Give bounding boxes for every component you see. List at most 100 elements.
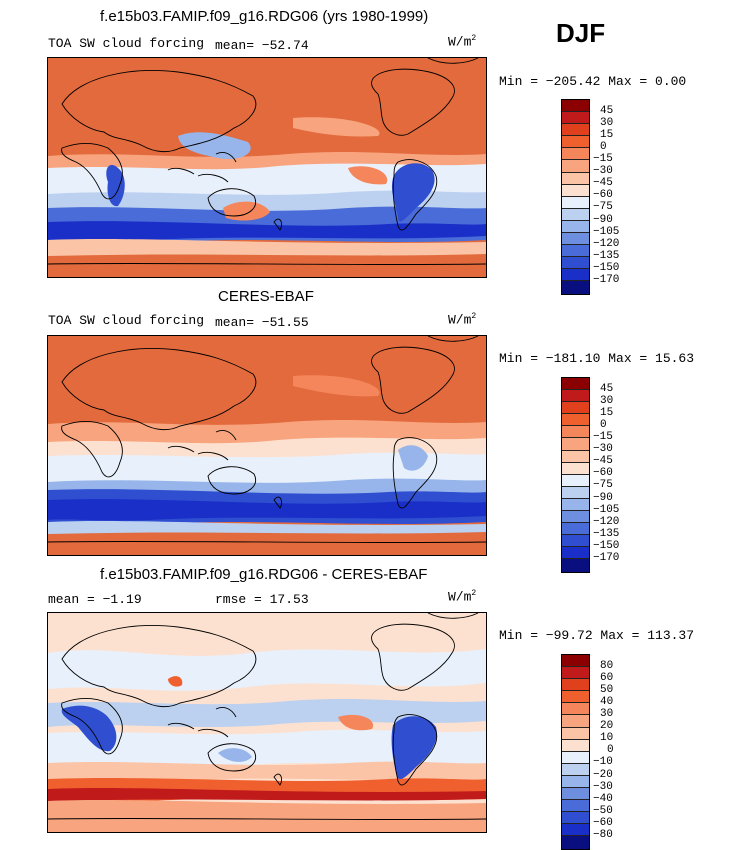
panel2-colorbar-swatch: [562, 511, 589, 524]
panel2-variable-label: TOA SW cloud forcing: [48, 313, 205, 328]
tick-label: −120: [593, 515, 620, 528]
tick-label: −90: [593, 213, 613, 226]
tick-label: −50: [593, 804, 613, 817]
panel1-colorbar-swatch: [562, 220, 589, 234]
tick-label: 45: [600, 382, 614, 395]
panel3-rmse: rmse = 17.53: [215, 592, 309, 607]
panel3-map: [47, 612, 487, 833]
panel3-title: f.e15b03.FAMIP.f09_g16.RDG06 - CERES-EBA…: [100, 566, 428, 583]
panel1-colorbar: [561, 99, 590, 295]
tick-label: −20: [593, 768, 613, 781]
panel3-colorbar-swatch: [562, 655, 589, 668]
panel3-colorbar-swatch: [562, 788, 589, 801]
panel1-variable-label: TOA SW cloud forcing: [48, 36, 205, 51]
tick-label: 45: [600, 104, 614, 117]
tick-label: −150: [593, 539, 620, 552]
tick-label: 80: [600, 659, 614, 672]
panel3-minmax: Min = −99.72 Max = 113.37: [499, 628, 695, 643]
panel1-minmax: Min = −205.42 Max = 0.00: [499, 74, 687, 89]
panel1-colorbar-swatch: [562, 148, 589, 161]
panel2-colorbar-swatch: [562, 402, 589, 415]
panel2-units: W/m2: [448, 312, 477, 328]
tick-label: −40: [593, 792, 613, 805]
panel2-colorbar-swatch: [562, 498, 589, 512]
tick-label: −60: [593, 467, 613, 480]
tick-label: −30: [593, 780, 613, 793]
tick-label: −45: [593, 455, 613, 468]
panel1-colorbar-swatch: [562, 196, 589, 209]
panel1-colorbar-swatch: [562, 269, 589, 282]
panel1-field: [48, 58, 486, 277]
panel2-colorbar-swatch: [562, 390, 589, 403]
panel1-units: W/m2: [448, 34, 477, 50]
tick-label: −150: [593, 261, 620, 274]
tick-label: −120: [593, 237, 620, 250]
panel1-colorbar-swatch: [562, 184, 589, 197]
panel3-colorbar-ticks: 80 60 50 40 30 20 10 0 −10 −20 −30 −40 −…: [590, 654, 630, 850]
panel2-colorbar-swatch: [562, 426, 589, 439]
tick-label: −45: [593, 177, 613, 190]
panel2-map: [47, 335, 487, 556]
tick-label: −75: [593, 479, 613, 492]
tick-label: 0: [600, 140, 607, 153]
panel2-colorbar-swatch: [562, 450, 589, 463]
panel3-colorbar-swatch: [562, 836, 589, 849]
tick-label: 50: [600, 683, 614, 696]
panel1-colorbar-ticks: 45 30 15 0 −15 −30 −45 −60 −75 −90 −105 …: [590, 99, 630, 295]
tick-label: −135: [593, 527, 620, 540]
panel3-units: W/m2: [448, 589, 477, 605]
panel1-mean: mean= −52.74: [215, 38, 309, 53]
tick-label: −60: [593, 816, 613, 829]
tick-label: 30: [600, 708, 614, 720]
panel1-colorbar-swatch: [562, 112, 589, 125]
tick-label: 60: [600, 671, 614, 684]
panel1-colorbar-swatch: [562, 124, 589, 137]
tick-label: −15: [593, 431, 613, 443]
tick-label: −170: [593, 274, 620, 286]
tick-label: −75: [593, 201, 613, 214]
tick-label: −15: [593, 153, 613, 165]
panel3-colorbar-swatch: [562, 739, 589, 752]
panel2-colorbar-swatch: [562, 486, 589, 499]
tick-label: −60: [593, 189, 613, 202]
panel1-map: [47, 57, 487, 278]
tick-label: 15: [600, 128, 614, 141]
tick-label: −30: [593, 443, 613, 456]
panel2-colorbar-swatch: [562, 438, 589, 451]
panel1-colorbar-swatch: [562, 172, 589, 185]
tick-label: 30: [600, 394, 614, 407]
tick-label: 30: [600, 116, 614, 129]
panel3-colorbar-swatch: [562, 667, 589, 680]
panel2-colorbar-swatch: [562, 559, 589, 572]
panel1-colorbar-swatch: [562, 281, 589, 294]
tick-label: −90: [593, 491, 613, 504]
tick-label: 15: [600, 406, 614, 419]
panel2-colorbar-swatch: [562, 414, 589, 427]
panel3-colorbar-swatch: [562, 763, 589, 776]
panel2-title: CERES-EBAF: [218, 288, 314, 305]
panel3-colorbar-swatch: [562, 691, 589, 704]
tick-label: −80: [593, 829, 613, 841]
panel3-colorbar-swatch: [562, 800, 589, 813]
panel2-minmax: Min = −181.10 Max = 15.63: [499, 351, 695, 366]
tick-label: 40: [600, 695, 614, 708]
panel2-colorbar-swatch: [562, 378, 589, 391]
panel2-colorbar-swatch: [562, 547, 589, 560]
tick-label: 0: [600, 418, 607, 431]
panel3-mean: mean = −1.19: [48, 592, 142, 607]
panel3-colorbar-swatch: [562, 775, 589, 789]
panel3-colorbar-swatch: [562, 703, 589, 716]
panel2-colorbar-ticks: 45 30 15 0 −15 −30 −45 −60 −75 −90 −105 …: [590, 377, 630, 573]
panel2-colorbar-swatch: [562, 462, 589, 475]
panel3-colorbar: [561, 654, 590, 850]
panel3-colorbar-swatch: [562, 715, 589, 728]
tick-label: −105: [593, 225, 620, 238]
panel3-colorbar-swatch: [562, 679, 589, 692]
tick-label: 20: [600, 720, 614, 733]
panel3-field: [48, 613, 486, 832]
tick-label: −105: [593, 503, 620, 516]
panel1-colorbar-swatch: [562, 208, 589, 221]
panel1-colorbar-swatch: [562, 100, 589, 113]
panel2-colorbar-swatch: [562, 535, 589, 548]
panel2-field: [48, 336, 486, 555]
